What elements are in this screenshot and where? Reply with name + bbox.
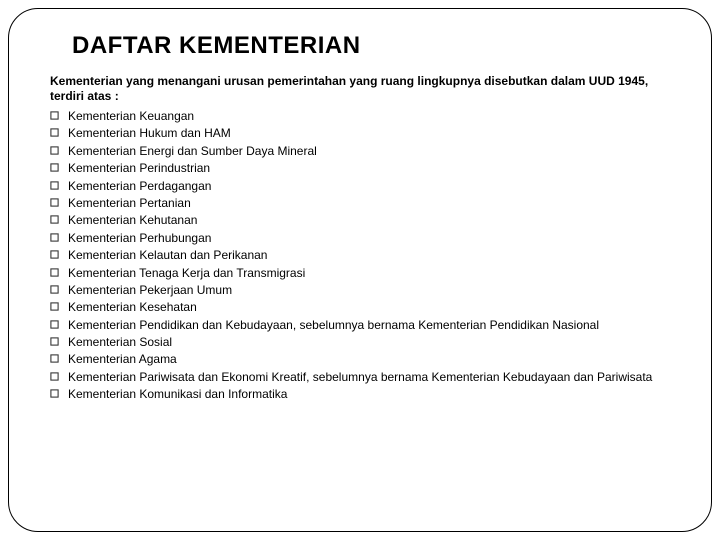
page-title: DAFTAR KEMENTERIAN [72, 32, 690, 60]
list-item: Kementerian Perhubungan [50, 230, 670, 247]
list-item-text: Kementerian Pendidikan dan Kebudayaan, s… [68, 317, 670, 334]
list-item-text: Kementerian Keuangan [68, 108, 670, 125]
list-item-text: Kementerian Perindustrian [68, 160, 670, 177]
list-item: Kementerian Perindustrian [50, 160, 670, 177]
list-item: Kementerian Keuangan [50, 108, 670, 125]
list-item-text: Kementerian Pertanian [68, 195, 670, 212]
square-bullet-icon [50, 111, 60, 121]
square-bullet-icon [50, 181, 60, 191]
list-item: Kementerian Hukum dan HAM [50, 125, 670, 142]
square-bullet-icon [50, 146, 60, 156]
list-item-text: Kementerian Pekerjaan Umum [68, 282, 670, 299]
list-item: Kementerian Pekerjaan Umum [50, 282, 670, 299]
list-item: Kementerian Agama [50, 351, 670, 368]
list-item-text: Kementerian Perdagangan [68, 178, 670, 195]
list-item-text: Kementerian Hukum dan HAM [68, 125, 670, 142]
square-bullet-icon [50, 163, 60, 173]
list-item-text: Kementerian Agama [68, 351, 670, 368]
square-bullet-icon [50, 128, 60, 138]
list-item: Kementerian Perdagangan [50, 178, 670, 195]
square-bullet-icon [50, 198, 60, 208]
square-bullet-icon [50, 285, 60, 295]
list-item-text: Kementerian Perhubungan [68, 230, 670, 247]
list-item-text: Kementerian Pariwisata dan Ekonomi Kreat… [68, 369, 670, 386]
list-item: Kementerian Kehutanan [50, 212, 670, 229]
list-item: Kementerian Komunikasi dan Informatika [50, 386, 670, 403]
list-item: Kementerian Kelautan dan Perikanan [50, 247, 670, 264]
square-bullet-icon [50, 268, 60, 278]
list-item: Kementerian Pariwisata dan Ekonomi Kreat… [50, 369, 670, 386]
list-item: Kementerian Sosial [50, 334, 670, 351]
square-bullet-icon [50, 250, 60, 260]
list-item-text: Kementerian Energi dan Sumber Daya Miner… [68, 143, 670, 160]
list-item-text: Kementerian Kelautan dan Perikanan [68, 247, 670, 264]
list-item-text: Kementerian Kesehatan [68, 299, 670, 316]
square-bullet-icon [50, 337, 60, 347]
intro-text: Kementerian yang menangani urusan pemeri… [50, 74, 690, 104]
list-item-text: Kementerian Sosial [68, 334, 670, 351]
ministry-list: Kementerian KeuanganKementerian Hukum da… [50, 108, 670, 404]
list-item-text: Kementerian Tenaga Kerja dan Transmigras… [68, 265, 670, 282]
list-item: Kementerian Tenaga Kerja dan Transmigras… [50, 265, 670, 282]
square-bullet-icon [50, 215, 60, 225]
slide: DAFTAR KEMENTERIAN Kementerian yang mena… [0, 0, 720, 540]
square-bullet-icon [50, 372, 60, 382]
square-bullet-icon [50, 320, 60, 330]
list-item: Kementerian Pendidikan dan Kebudayaan, s… [50, 317, 670, 334]
list-item-text: Kementerian Kehutanan [68, 212, 670, 229]
list-item-text: Kementerian Komunikasi dan Informatika [68, 386, 670, 403]
square-bullet-icon [50, 354, 60, 364]
list-item: Kementerian Kesehatan [50, 299, 670, 316]
list-item: Kementerian Pertanian [50, 195, 670, 212]
square-bullet-icon [50, 233, 60, 243]
square-bullet-icon [50, 389, 60, 399]
list-item: Kementerian Energi dan Sumber Daya Miner… [50, 143, 670, 160]
square-bullet-icon [50, 302, 60, 312]
